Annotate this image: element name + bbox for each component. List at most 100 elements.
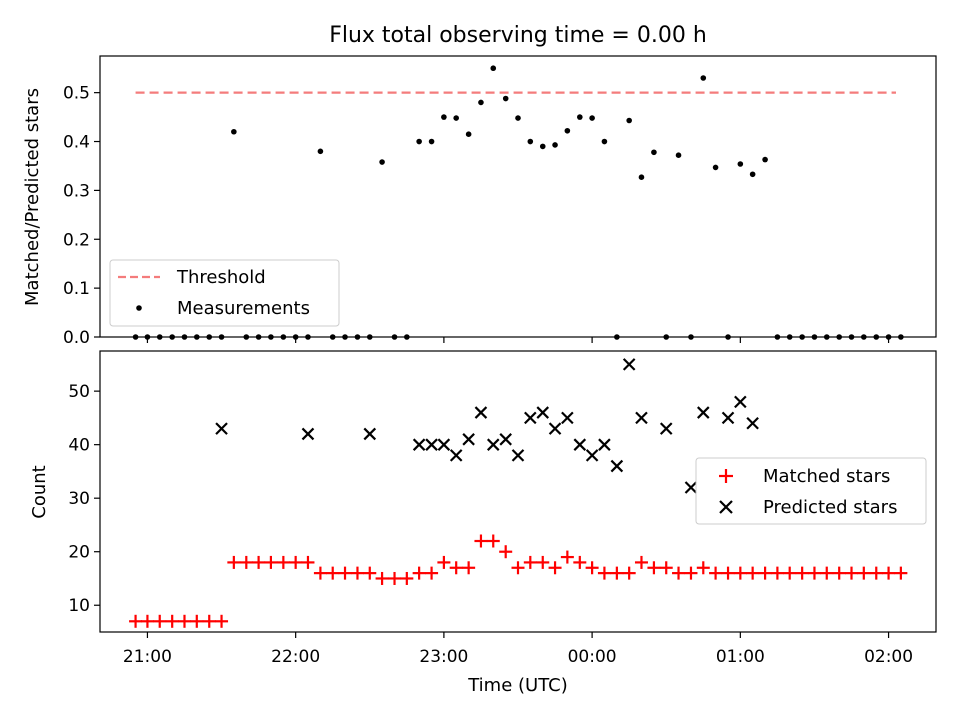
matched-star-marker: [499, 545, 513, 559]
ratio-y-axis-label: Matched/Predicted stars: [22, 88, 43, 306]
matched-star-marker: [264, 555, 278, 569]
predicted-star-marker: [437, 438, 451, 451]
matched-star-marker: [400, 571, 414, 585]
matched-star-marker: [770, 566, 784, 580]
matched-star-marker: [585, 561, 599, 575]
predicted-star-marker-b: [721, 411, 735, 425]
measurements-legend-label: Measurements: [177, 298, 310, 319]
matched-star-marker: [437, 555, 451, 569]
measurement-point: [539, 143, 546, 150]
predicted-star-marker: [585, 449, 599, 462]
matched-star-marker: [672, 566, 686, 580]
predicted-star-marker: [734, 395, 747, 409]
matched-star-marker: [684, 566, 698, 580]
predicted-star-marker: [511, 449, 525, 462]
predicted-star-marker: [363, 427, 377, 441]
matched-star-marker: [647, 561, 661, 575]
measurement-point: [527, 138, 534, 145]
predicted-star-marker: [598, 438, 611, 451]
predicted-star-marker-b: [425, 438, 438, 451]
predicted-legend-swatch: [719, 500, 733, 514]
predicted-star-marker-b: [610, 459, 624, 473]
predicted-star-marker-b: [635, 411, 648, 425]
ratio-panel-ticks: 0.0 0.1 0.2 0.3 0.4 0.5: [63, 84, 890, 348]
count-y-tick-label: 20: [68, 543, 90, 563]
matched-star-marker: [326, 566, 340, 580]
predicted-star-marker: [622, 358, 636, 371]
matched-star-marker: [845, 566, 859, 580]
matched-star-marker: [313, 566, 327, 580]
matched-star-marker: [252, 555, 266, 569]
predicted-star-marker-b: [548, 422, 562, 435]
measurement-point: [651, 149, 657, 156]
count-panel-ticks: 10 20 30 40 50 21:00 22:00 23:00 00:00 01:00 02:00: [68, 382, 913, 667]
matched-star-marker: [412, 566, 426, 580]
matched-star-marker: [783, 566, 797, 580]
predicted-star-marker-b: [363, 427, 377, 441]
matched-star-marker: [709, 566, 723, 580]
ratio-panel-frame: [99, 55, 937, 338]
ratio-y-tick-label: 0.3: [63, 181, 90, 201]
predicted-star-marker-b: [585, 449, 599, 462]
matched-star-marker: [375, 571, 389, 585]
x-tick-label: 00:00: [568, 647, 617, 667]
measurement-point: [502, 95, 509, 102]
matched-star-marker: [634, 555, 648, 569]
ratio-y-tick-label: 0.0: [63, 328, 90, 348]
matched-star-marker: [177, 614, 191, 628]
measurement-point: [428, 138, 435, 145]
ratio-y-tick-label: 0.1: [63, 279, 90, 299]
measurement-point: [453, 115, 459, 121]
count-panel: 10 20 30 40 50 21:00 22:00 23:00 00:00 01:00 02:00…: [29, 350, 937, 696]
matched-star-marker: [276, 555, 290, 569]
predicted-star-marker: [425, 438, 438, 451]
predicted-star-marker: [610, 459, 624, 473]
predicted-star-marker: [462, 433, 475, 446]
predicted-star-marker-b: [449, 449, 463, 462]
matched-star-marker: [190, 614, 204, 628]
matched-star-marker: [129, 614, 143, 628]
ratio-y-tick-label: 0.2: [63, 230, 90, 250]
matched-star-marker: [659, 561, 673, 575]
count-y-tick-label: 50: [68, 382, 90, 402]
matched-star-marker: [696, 561, 710, 575]
predicted-star-marker: [721, 411, 735, 425]
ratio-legend-box: [109, 259, 340, 327]
measurements-legend-swatch: [136, 305, 142, 311]
matched-star-marker: [239, 555, 253, 569]
predicted-star-marker-b: [573, 438, 587, 451]
predicted-star-marker: [573, 438, 587, 451]
predicted-star-marker-b: [734, 395, 747, 409]
measurement-point: [589, 115, 595, 121]
x-tick-label: 22:00: [271, 647, 320, 667]
predicted-star-marker-b: [684, 481, 698, 494]
predicted-star-marker-b: [598, 438, 611, 451]
predicted-star-marker-b: [524, 411, 537, 425]
predicted-star-marker: [697, 406, 710, 419]
predicted-star-marker: [659, 422, 673, 435]
count-y-tick-label: 40: [68, 436, 90, 456]
matched-star-marker: [289, 555, 303, 569]
matched-star-marker: [363, 566, 377, 580]
count-y-axis-label: Count: [29, 465, 50, 518]
matched-star-marker: [425, 566, 439, 580]
count-y-tick-label: 30: [68, 489, 90, 509]
predicted-star-marker: [474, 406, 488, 419]
matched-star-marker: [597, 566, 611, 580]
predicted-star-marker-b: [462, 433, 475, 446]
measurement-point: [626, 117, 632, 124]
matched-star-marker: [215, 614, 229, 628]
matched-star-marker: [474, 534, 488, 548]
measurement-point: [490, 65, 497, 72]
matched-star-marker: [746, 566, 760, 580]
predicted-star-marker: [301, 427, 315, 441]
predicted-star-marker: [524, 411, 537, 425]
measurement-point: [317, 148, 324, 155]
predicted-star-marker-b: [499, 433, 512, 446]
measurement-point: [712, 164, 719, 171]
matched-star-marker: [338, 566, 352, 580]
measurement-point: [552, 142, 558, 148]
matched-star-marker: [388, 571, 402, 585]
